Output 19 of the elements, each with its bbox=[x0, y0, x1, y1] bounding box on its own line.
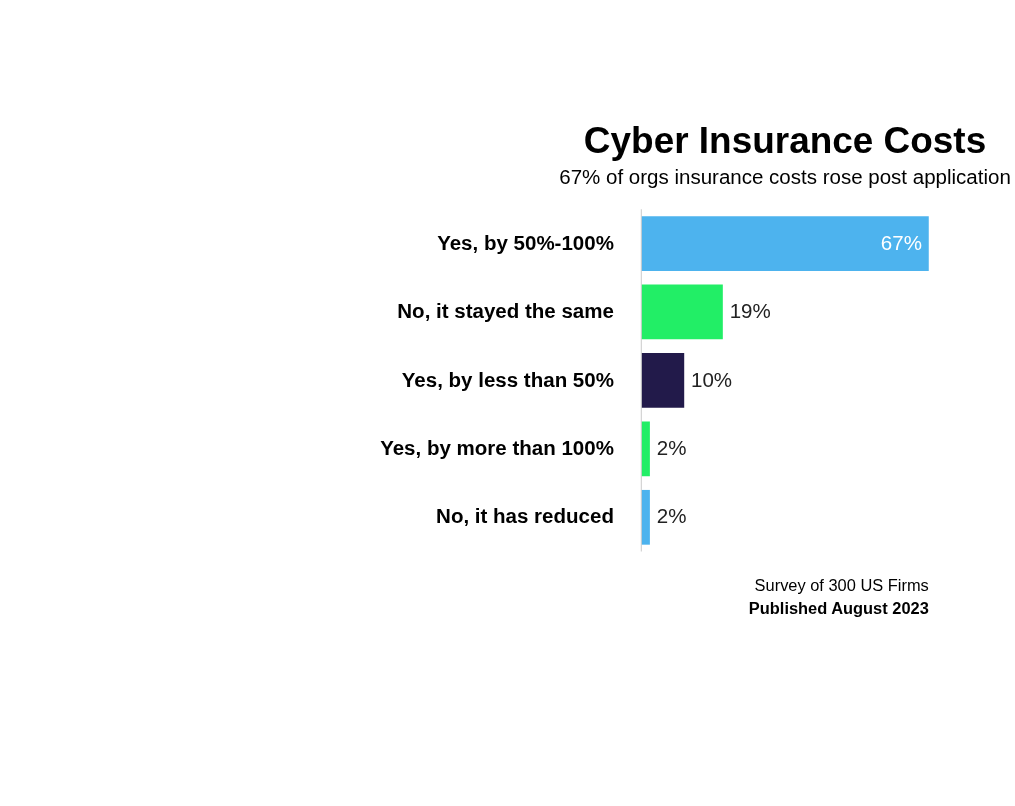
data-label: 2% bbox=[656, 504, 687, 528]
y-tick-label: Yes, by less than 50% bbox=[401, 367, 614, 391]
bar bbox=[641, 421, 650, 477]
data-label: 19% bbox=[729, 299, 771, 323]
y-tick-label: Yes, by more than 100% bbox=[380, 436, 614, 460]
y-tick-label: No, it has reduced bbox=[436, 504, 614, 528]
data-label: 10% bbox=[691, 367, 733, 391]
text: Survey of 300 US Firms bbox=[754, 575, 929, 594]
chart-subtitle: 67% of orgs insurance costs rose post application bbox=[559, 165, 1011, 189]
chart-title: Cyber Insurance Costs bbox=[583, 120, 987, 162]
data-label: 67% bbox=[880, 230, 922, 254]
data-label: 2% bbox=[656, 436, 687, 460]
bar bbox=[641, 216, 929, 271]
bar bbox=[641, 489, 650, 545]
y-tick-label: No, it stayed the same bbox=[397, 299, 614, 323]
bar bbox=[641, 353, 685, 408]
y-tick-label: Yes, by 50%-100% bbox=[437, 230, 614, 254]
text: Published August 2023 bbox=[748, 598, 929, 617]
bar bbox=[641, 284, 723, 340]
